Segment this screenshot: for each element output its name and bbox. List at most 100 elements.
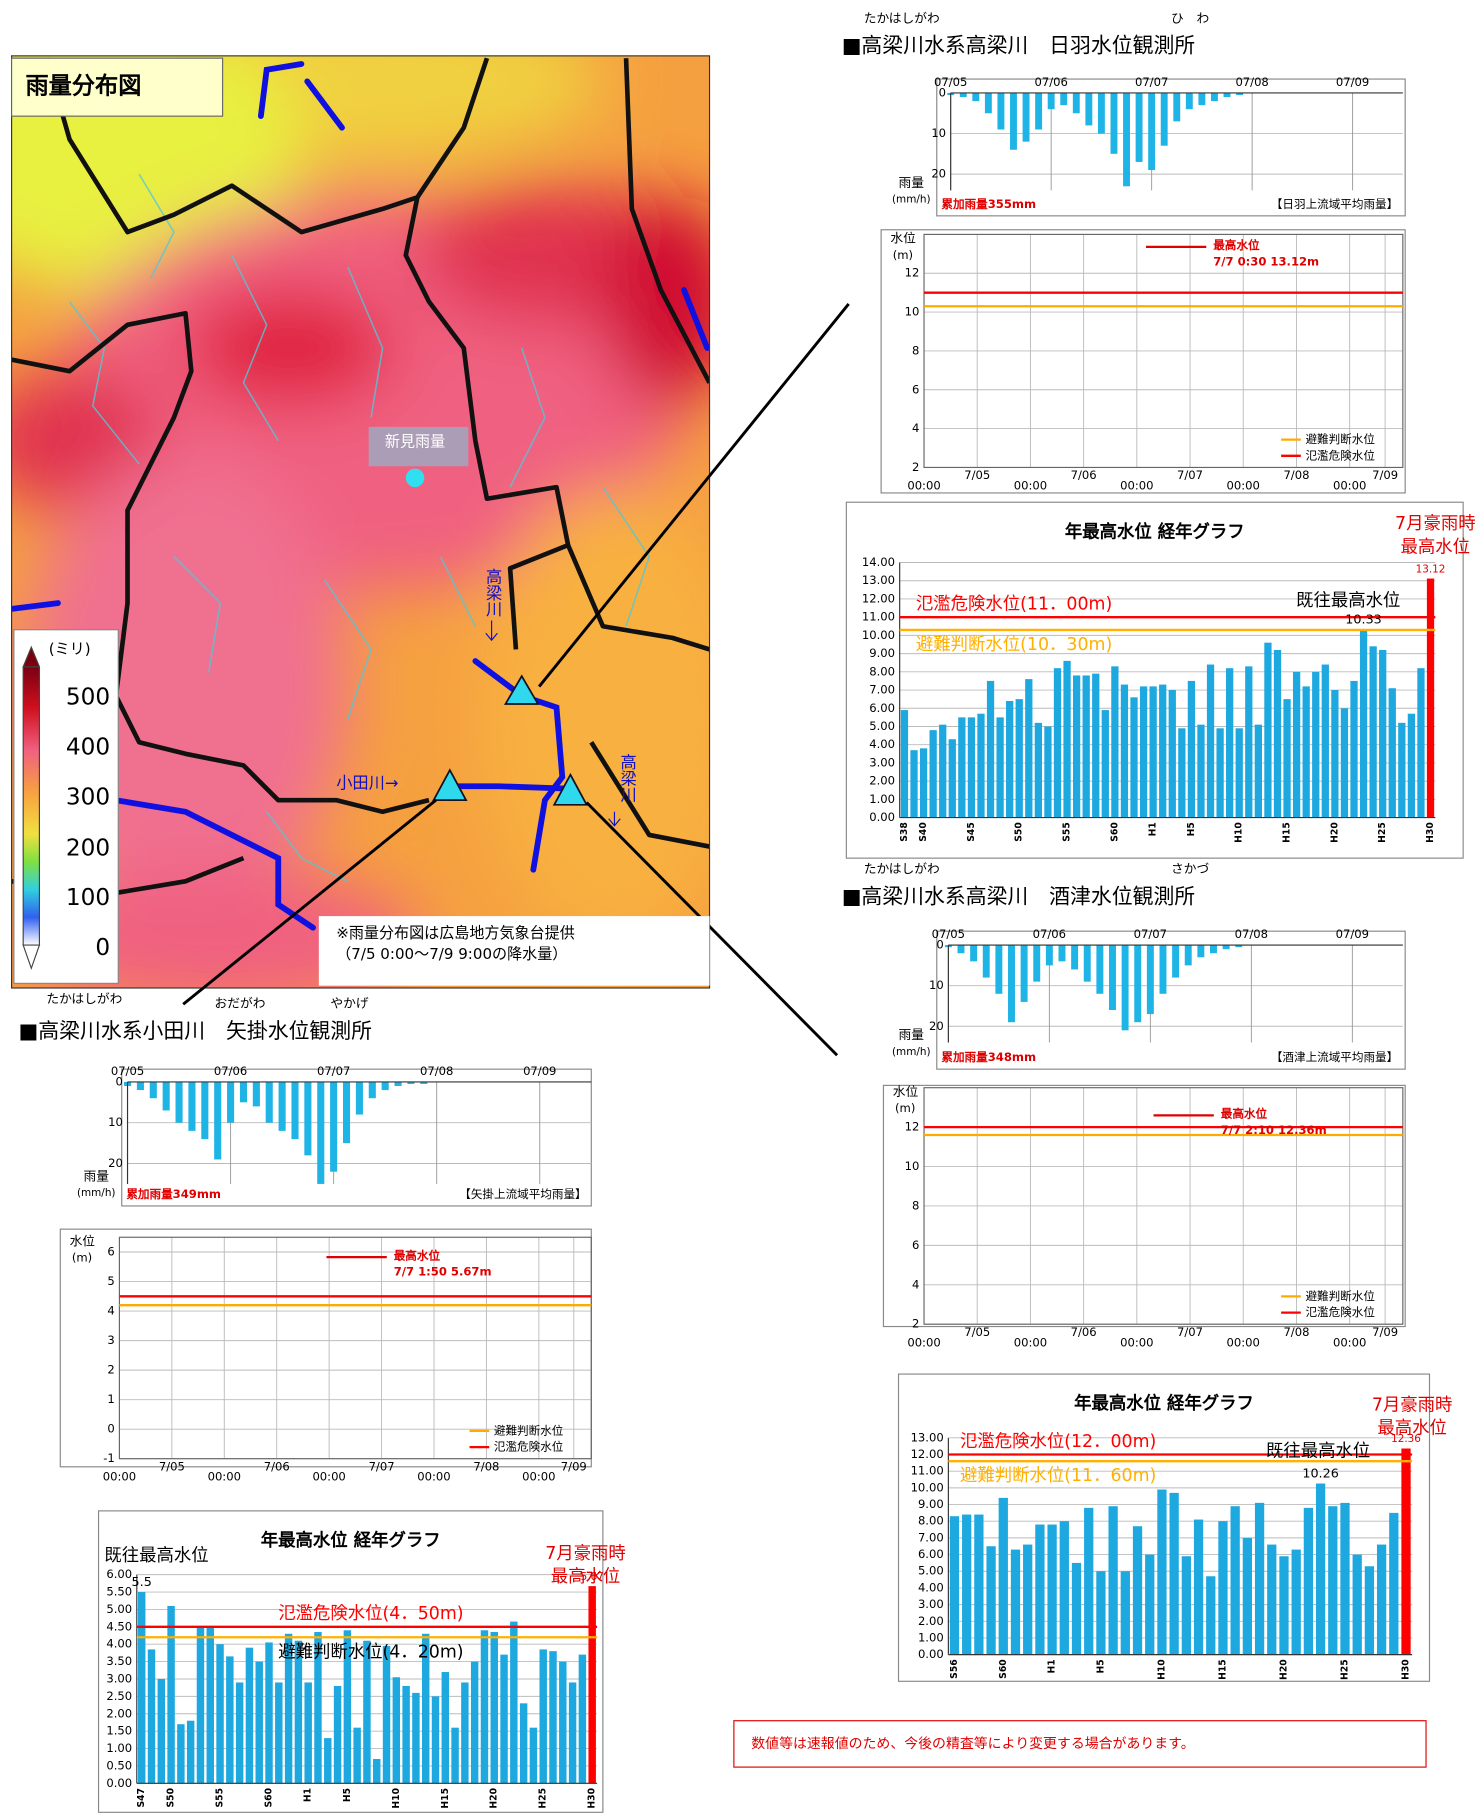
y-axis-label: 雨量 xyxy=(83,1169,109,1184)
y-tick-label: 8.00 xyxy=(918,1514,944,1528)
ruby: たかはしがわ xyxy=(864,11,940,26)
bar xyxy=(1254,1502,1265,1655)
rain-bar xyxy=(995,945,1003,994)
y-axis-label: 雨量 xyxy=(899,1028,925,1043)
rain-caption: 【酒津上流域平均雨量】 xyxy=(1271,1050,1398,1064)
x-tick-label: 07/06 xyxy=(1034,75,1067,89)
x-tick-label: 00:00 xyxy=(522,1470,555,1484)
y-axis-label: (mm/h) xyxy=(892,1046,931,1058)
bar xyxy=(1264,642,1272,818)
bar xyxy=(949,1516,960,1655)
y-tick-label: 1.00 xyxy=(106,1741,132,1755)
bar xyxy=(1169,1492,1179,1655)
bar xyxy=(588,1586,596,1784)
x-tick-label: S50 xyxy=(1014,822,1025,842)
rain-bar xyxy=(959,92,967,98)
bar xyxy=(1015,699,1023,818)
bar xyxy=(137,1592,146,1784)
x-tick-label: H10 xyxy=(391,1788,402,1809)
bar xyxy=(1388,688,1396,818)
x-tick-label: 7/09 xyxy=(1372,1325,1398,1339)
reference-label: 避難判断水位(10．30m) xyxy=(916,635,1112,655)
rain-bar xyxy=(1072,92,1080,114)
y-tick-label: 0.00 xyxy=(869,810,895,824)
rain-bar xyxy=(1135,92,1143,162)
bar xyxy=(402,1685,410,1784)
x-tick-label: H1 xyxy=(1148,822,1159,836)
legend-label: 避難判断水位 xyxy=(494,1423,564,1437)
y-tick-label: 4 xyxy=(912,421,919,435)
bar xyxy=(1159,684,1167,818)
bar xyxy=(1193,1519,1204,1655)
bar xyxy=(1401,1448,1411,1655)
peak-label: 最高水位 xyxy=(1213,238,1260,252)
y-tick-label: 11.00 xyxy=(862,610,895,624)
x-tick-label: 07/09 xyxy=(1336,75,1369,89)
bar xyxy=(539,1649,547,1784)
bar xyxy=(1092,673,1100,818)
flood-label: 7月豪雨時 xyxy=(1372,1394,1453,1415)
y-tick-label: 10 xyxy=(108,1115,123,1129)
bar xyxy=(1108,1506,1118,1655)
x-tick-label: H30 xyxy=(1401,1659,1412,1680)
reference-label: 避難判断水位(4．20m) xyxy=(278,1642,463,1662)
bar xyxy=(373,1758,381,1784)
y-tick-label: 10.00 xyxy=(911,1480,944,1494)
bar xyxy=(245,1647,254,1784)
bar xyxy=(939,724,947,818)
bar xyxy=(186,1720,195,1784)
y-tick-label: 4.00 xyxy=(869,737,895,751)
record-label: 既往最高水位 xyxy=(104,1546,208,1566)
rain-bar xyxy=(175,1081,183,1123)
bar xyxy=(1359,629,1368,818)
bar xyxy=(284,1633,293,1784)
bar xyxy=(147,1649,156,1784)
bar xyxy=(910,750,918,818)
rain-bar xyxy=(1222,945,1230,950)
bar xyxy=(529,1727,538,1784)
y-tick-label: 2.00 xyxy=(106,1706,132,1720)
rain-bar xyxy=(214,1081,222,1160)
bar xyxy=(216,1644,224,1784)
bar xyxy=(1053,668,1062,818)
river-arrow xyxy=(608,811,621,827)
x-tick-label: H25 xyxy=(1377,822,1388,843)
bar xyxy=(1025,679,1033,818)
y-tick-label: 2 xyxy=(912,460,919,474)
legend-label: 避難判断水位 xyxy=(1305,432,1375,446)
x-tick-label: H30 xyxy=(1425,822,1436,843)
y-axis-label: (m) xyxy=(72,1251,92,1265)
bar xyxy=(1047,1524,1057,1655)
bar xyxy=(1292,671,1301,818)
y-tick-label: 1.00 xyxy=(869,792,895,806)
rain-bar xyxy=(1058,945,1066,962)
chart-frame xyxy=(936,78,1406,217)
x-tick-label: H20 xyxy=(1278,1659,1289,1680)
map-frame xyxy=(11,55,711,989)
y-tick-label: 0.00 xyxy=(106,1776,132,1790)
x-tick-label: 7/09 xyxy=(561,1459,587,1473)
rain-bar xyxy=(239,1081,248,1103)
x-tick-label: H10 xyxy=(1234,822,1245,843)
y-tick-label: 0.50 xyxy=(106,1758,132,1772)
reference-label: 氾濫危険水位(4．50m) xyxy=(278,1604,463,1624)
x-tick-label: 7/07 xyxy=(1177,468,1203,482)
x-tick-label: S55 xyxy=(1062,822,1073,842)
bar xyxy=(900,710,909,818)
bar xyxy=(1352,1554,1362,1655)
bar xyxy=(500,1654,508,1784)
bar xyxy=(1130,697,1138,818)
map-note: ※雨量分布図は広島地方気象台提供 xyxy=(336,924,575,942)
rain-bar xyxy=(304,1081,312,1156)
rain-bar xyxy=(1172,945,1180,978)
rain-bar xyxy=(149,1081,157,1099)
bar xyxy=(1084,1507,1094,1655)
rain-total: 累加雨量355mm xyxy=(941,197,1036,211)
bar xyxy=(1216,728,1224,818)
y-tick-label: -1 xyxy=(103,1451,115,1465)
x-tick-label: 07/07 xyxy=(317,1064,350,1078)
x-tick-label: 07/07 xyxy=(1134,927,1167,941)
rain-bar xyxy=(1047,92,1055,110)
map-note-box xyxy=(318,916,710,986)
